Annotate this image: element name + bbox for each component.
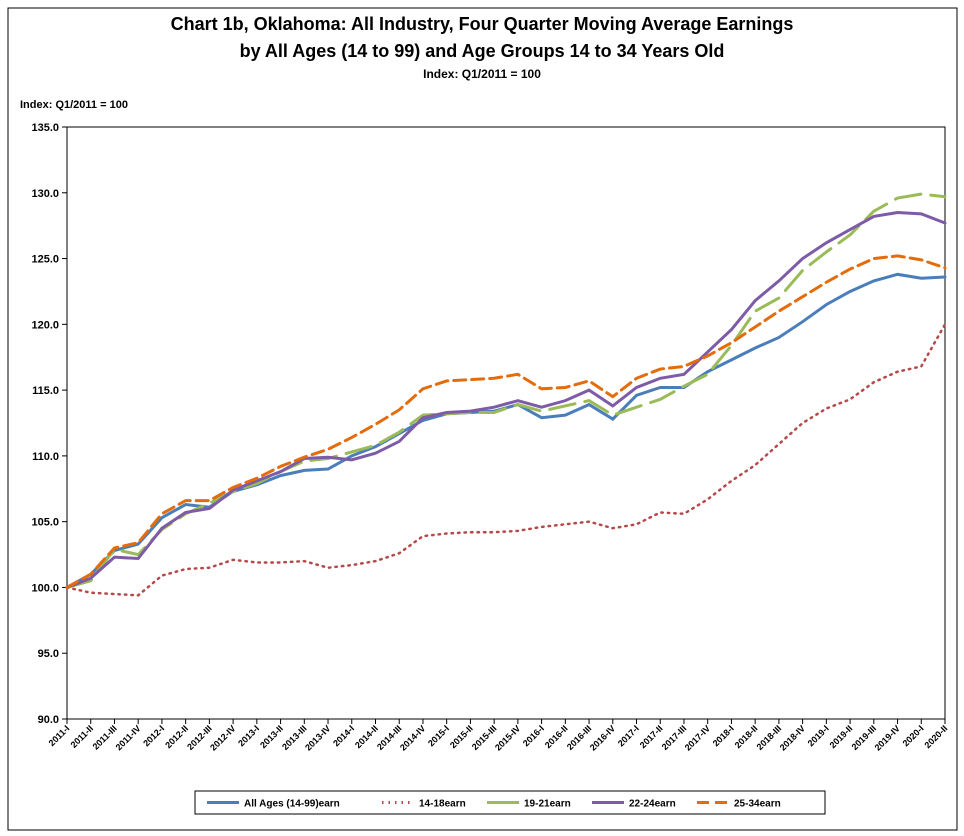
series-line: [65, 211, 947, 589]
y-tick-label: 135.0: [31, 122, 59, 134]
legend-label: 19-21earn: [524, 799, 571, 810]
y-tick-label: 105.0: [31, 517, 59, 529]
legend-label: 14-18earn: [419, 799, 466, 810]
y-tick-label: 95.0: [38, 648, 59, 660]
y-tick-label: 125.0: [31, 254, 59, 266]
chart-subtitle: Index: Q1/2011 = 100: [423, 67, 541, 81]
chart-border: [7, 7, 958, 831]
legend-label: All Ages (14-99)earn: [244, 799, 340, 810]
chart-subtitle: by All Ages (14 to 99) and Age Groups 14…: [240, 41, 725, 61]
y-tick-label: 90.0: [38, 714, 59, 726]
y-tick-label: 100.0: [31, 582, 59, 594]
y-axis-label: Index: Q1/2011 = 100: [20, 99, 128, 111]
plot-area: [66, 126, 946, 720]
y-tick-label: 130.0: [31, 188, 59, 200]
legend-label: 25-34earn: [734, 799, 781, 810]
chart-title: Chart 1b, Oklahoma: All Industry, Four Q…: [171, 14, 794, 34]
y-tick-label: 120.0: [31, 319, 59, 331]
series-line: [65, 192, 947, 589]
legend-label: 22-24earn: [629, 799, 676, 810]
y-tick-label: 115.0: [32, 385, 59, 397]
y-tick-label: 110.0: [32, 451, 59, 463]
series-line: [65, 323, 947, 597]
series-line: [65, 254, 947, 589]
